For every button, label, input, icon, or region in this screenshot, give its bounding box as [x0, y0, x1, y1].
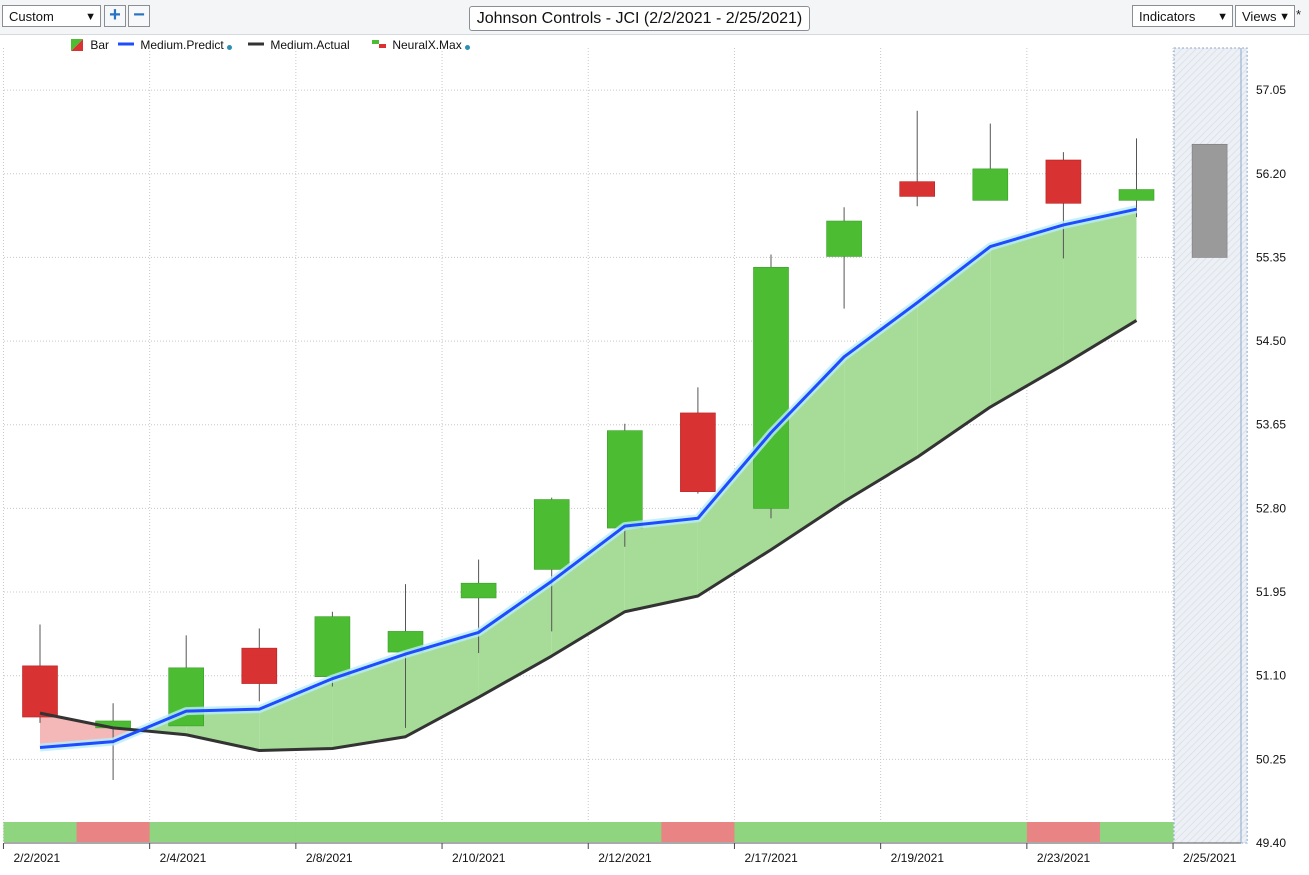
- band-segment: [990, 224, 1064, 408]
- views-label: Views: [1242, 9, 1277, 24]
- band-segment: [697, 432, 771, 596]
- chart-title-button[interactable]: Johnson Controls - JCI (2/2/2021 - 2/25/…: [469, 6, 810, 31]
- legend-label: Medium.Actual: [270, 38, 350, 52]
- candle-body: [972, 168, 1009, 201]
- legend-label: Medium.Predict: [140, 38, 224, 52]
- band-segment: [332, 654, 406, 749]
- signal-strip-cell: [442, 822, 516, 842]
- bar-swatch-icon: [71, 39, 83, 51]
- band-segment: [40, 713, 114, 748]
- signal-strip-cell: [953, 822, 1028, 842]
- chevron-down-icon: ▼: [1217, 11, 1228, 23]
- y-tick-label: 55.35: [1256, 250, 1286, 264]
- legend-label: NeuralX.Max: [392, 38, 462, 52]
- y-tick-label: 54.50: [1256, 334, 1286, 348]
- band-segment: [624, 518, 698, 612]
- legend-label: Bar: [90, 38, 110, 52]
- x-tick-label: 2/10/2021: [452, 851, 506, 865]
- signal-strip-cell: [295, 822, 370, 842]
- band-segment: [917, 246, 991, 458]
- line-swatch-icon: [118, 42, 134, 46]
- chart-title: Johnson Controls - JCI (2/2/2021 - 2/25/…: [476, 10, 803, 27]
- neuralx-swatch-icon: [372, 40, 386, 48]
- band-segment: [186, 709, 260, 751]
- x-tick-label: 2/23/2021: [1037, 851, 1091, 865]
- signal-strip-cell: [807, 822, 882, 842]
- band-segment: [1063, 209, 1137, 365]
- x-tick-label: 2/19/2021: [891, 851, 945, 865]
- x-tick-label: 2/17/2021: [744, 851, 798, 865]
- y-tick-label: 50.25: [1256, 752, 1286, 766]
- signal-strip-cell: [149, 822, 224, 842]
- indicators-dropdown[interactable]: Indicators ▼: [1132, 5, 1233, 27]
- signal-strip-cell: [588, 822, 662, 842]
- chevron-down-icon: ▼: [85, 11, 96, 23]
- line-swatch-icon: [248, 42, 264, 46]
- signal-strip-cell: [368, 822, 443, 842]
- forecast-bar: [1191, 143, 1228, 258]
- candle-body: [22, 665, 58, 718]
- candle-body: [826, 220, 862, 257]
- candle-body: [1045, 159, 1082, 204]
- y-tick-label: 51.95: [1256, 585, 1286, 599]
- y-tick-label: 49.40: [1256, 836, 1286, 850]
- plus-icon: +: [109, 4, 121, 26]
- signal-strip-cell: [3, 822, 78, 842]
- view-select[interactable]: Custom ▼: [2, 5, 101, 27]
- candle-body: [753, 266, 789, 509]
- signal-strip-cell: [880, 822, 955, 842]
- info-dot-icon[interactable]: [226, 45, 232, 50]
- band-segment: [478, 581, 552, 698]
- actual-line: [39, 319, 1138, 752]
- y-tick-label: 52.80: [1256, 501, 1286, 515]
- y-tick-label: 51.10: [1256, 669, 1286, 683]
- band-segment: [551, 526, 625, 657]
- x-tick-label: 2/12/2021: [598, 851, 652, 865]
- y-tick-label: 53.65: [1256, 418, 1286, 432]
- minus-icon: −: [133, 4, 145, 26]
- y-tick-label: 57.05: [1256, 83, 1286, 97]
- band-segment: [844, 302, 918, 502]
- candle-body: [1118, 189, 1155, 201]
- remove-view-button[interactable]: −: [128, 5, 150, 27]
- x-tick-label: 2/2/2021: [13, 851, 60, 865]
- signal-strip-cell: [222, 822, 297, 842]
- band-segment: [771, 356, 845, 550]
- signal-strip-cell: [76, 822, 151, 842]
- candle-body: [533, 499, 570, 570]
- candle-body: [241, 647, 278, 684]
- candle-body: [899, 181, 936, 197]
- view-select-value: Custom: [9, 9, 54, 24]
- chevron-down-icon: ▼: [1279, 11, 1290, 23]
- candle-body: [314, 616, 351, 677]
- signal-strip-cell: [734, 822, 809, 842]
- indicators-label: Indicators: [1139, 9, 1196, 24]
- add-view-button[interactable]: +: [104, 5, 126, 27]
- band-segment: [259, 678, 333, 751]
- info-dot-icon[interactable]: [464, 45, 470, 50]
- views-dropdown[interactable]: Views ▼: [1235, 5, 1295, 27]
- legend-item-neuralx-max[interactable]: NeuralX.Max: [372, 36, 470, 54]
- toolbar: Custom ▼ + − Johnson Controls - JCI (2/2…: [0, 0, 1309, 35]
- candle-body: [606, 430, 643, 529]
- predict-line: [39, 207, 1137, 750]
- band-segment: [405, 632, 479, 737]
- x-tick-label: 2/8/2021: [306, 851, 353, 865]
- x-tick-label: 2/4/2021: [160, 851, 207, 865]
- legend-item-bar[interactable]: Bar: [71, 36, 109, 54]
- candle-body: [460, 582, 497, 599]
- signal-strip-cell: [515, 822, 589, 842]
- legend-item-medium-predict[interactable]: Medium.Predict: [118, 36, 232, 54]
- y-tick-label: 56.20: [1256, 167, 1286, 181]
- signal-strip-cell: [661, 822, 735, 842]
- legend-item-medium-actual[interactable]: Medium.Actual: [248, 36, 350, 54]
- x-tick-label: 2/25/2021: [1183, 851, 1237, 865]
- signal-strip-cell: [1099, 822, 1174, 842]
- candle-body: [680, 412, 716, 492]
- modified-indicator: *: [1296, 7, 1302, 22]
- signal-strip-cell: [1026, 822, 1101, 842]
